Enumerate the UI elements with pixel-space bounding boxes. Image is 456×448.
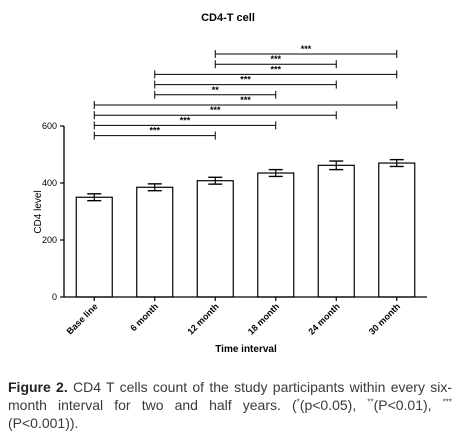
sig-label-2: *** xyxy=(270,64,281,74)
x-tick-label-2: 12 month xyxy=(185,301,220,336)
figure-caption: Figure 2. CD4 T cells count of the study… xyxy=(8,378,452,432)
bars-layer xyxy=(75,158,416,298)
sig1-mark: * xyxy=(296,397,300,407)
sig-label-6: *** xyxy=(210,105,221,115)
y-tick-label-2: 400 xyxy=(42,178,57,188)
x-tick-label-3: 18 month xyxy=(246,301,281,336)
sig-label-8: *** xyxy=(149,126,160,136)
y-tick-label-3: 600 xyxy=(42,121,57,131)
sig-label-3: *** xyxy=(240,75,251,85)
y-tick-label-0: 0 xyxy=(52,292,57,302)
bar-2 xyxy=(196,180,234,298)
bar-4 xyxy=(317,164,355,298)
caption-text: CD4 T cells count of the study participa… xyxy=(8,379,453,413)
x-tick-label-0: Base line xyxy=(65,301,100,336)
y-axis-label: CD4 level xyxy=(33,190,44,233)
sig2-text: (P<0.01), xyxy=(373,397,443,413)
x-tick-label-5: 30 month xyxy=(367,301,402,336)
sig1-text: (p<0.05), xyxy=(299,397,368,413)
sig-label-5: *** xyxy=(240,95,251,105)
sig-label-7: *** xyxy=(180,115,191,125)
sig3-mark: *** xyxy=(442,397,452,407)
y-tick-label-1: 200 xyxy=(42,235,57,245)
sig-label-1: *** xyxy=(270,54,281,64)
sig3-text: (P<0.001)). xyxy=(8,415,79,431)
significance-brackets: ************************** xyxy=(93,44,398,140)
sig-label-4: ** xyxy=(212,85,220,95)
bar-0 xyxy=(75,196,113,298)
bar-3 xyxy=(257,172,295,298)
x-tick-label-4: 24 month xyxy=(306,301,341,336)
x-tick-label-1: 6 month xyxy=(128,301,160,333)
chart-title: CD4-T cell xyxy=(201,12,255,24)
sig-label-0: *** xyxy=(301,44,312,54)
x-axis-label: Time interval xyxy=(215,344,277,355)
figure-label: Figure 2. xyxy=(8,379,68,395)
bar-5 xyxy=(378,162,416,298)
bar-1 xyxy=(136,186,174,298)
sig2-mark: ** xyxy=(367,397,374,407)
cd4-bar-chart: CD4-T cell 0 200 400 600 Base line 6 month 12 … xyxy=(33,12,427,355)
